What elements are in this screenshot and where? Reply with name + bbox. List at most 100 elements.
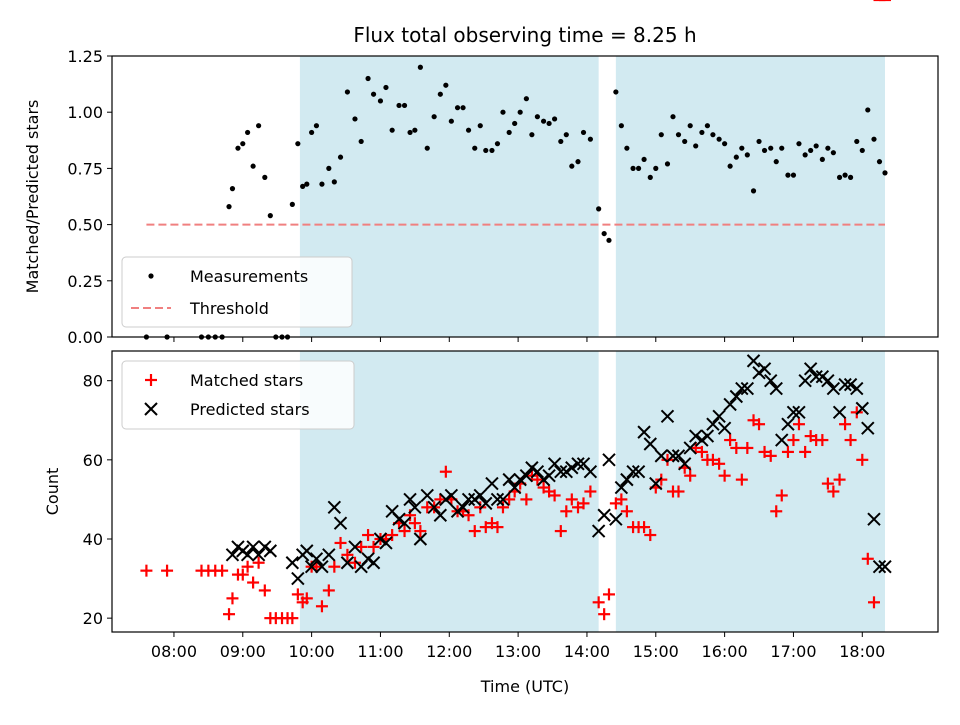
- matched-point: [520, 493, 533, 506]
- matched-point: [474, 501, 487, 514]
- predicted-point: [525, 461, 539, 475]
- predicted-point: [461, 492, 476, 507]
- matched-point: [821, 477, 834, 490]
- x-tick-label-09:00: 09:00: [220, 642, 266, 661]
- legend-measurements-marker: [148, 273, 154, 279]
- bottom-y-ticks: 20 40 60 80: [83, 372, 112, 628]
- measurement-point: [641, 156, 647, 163]
- measurement-point: [819, 156, 825, 163]
- matched-point: [706, 453, 719, 466]
- measurement-point: [295, 141, 301, 147]
- top-legend: Measurements Threshold: [121, 256, 353, 328]
- legend-predicted-marker: [144, 402, 158, 416]
- matched-point: [236, 568, 249, 581]
- measurement-point: [808, 147, 814, 154]
- predicted-point: [547, 457, 562, 471]
- matched-point: [689, 441, 702, 454]
- chart-title: Flux total observing time = 8.25 h: [353, 23, 696, 47]
- predicted-point: [757, 362, 772, 376]
- measurement-point: [693, 143, 699, 149]
- top-y-axis-label: Matched/Predicted stars: [23, 100, 42, 294]
- x-tick-label-16:00: 16:00: [702, 642, 748, 661]
- measurement-point: [658, 132, 664, 138]
- matched-point: [602, 588, 615, 601]
- matched-point: [672, 485, 685, 498]
- measurement-point: [407, 129, 413, 136]
- matched-point: [638, 521, 651, 534]
- matched-point: [724, 434, 737, 447]
- predicted-point: [413, 532, 428, 546]
- matched-point: [684, 469, 697, 482]
- predicted-point: [712, 409, 726, 424]
- matched-point: [792, 418, 805, 431]
- bottom-x-ticks: 08:00 09:00 10:00 11:00 12:00 13:00 14:00 15:00…: [151, 632, 885, 661]
- predicted-point: [717, 421, 732, 435]
- matched-point: [291, 588, 304, 601]
- bottom-shaded-regions: [299, 351, 885, 632]
- predicted-point: [775, 433, 789, 447]
- measurement-point: [477, 123, 483, 129]
- matched-point: [753, 418, 766, 431]
- measurement-point: [739, 145, 745, 151]
- predicted-point: [631, 465, 646, 479]
- predicted-point: [403, 492, 417, 507]
- measurement-point: [750, 188, 757, 194]
- matched-point: [328, 560, 341, 573]
- predicted-point: [340, 556, 355, 570]
- measurement-point: [454, 105, 461, 111]
- predicted-point: [366, 556, 381, 570]
- matched-point: [655, 473, 668, 486]
- bottom-y-axis-label: Count: [43, 468, 62, 516]
- predicted-point: [240, 548, 255, 562]
- predicted-point: [671, 449, 686, 463]
- matched-point: [408, 517, 421, 530]
- predicted-point: [571, 457, 585, 471]
- measurement-point: [727, 163, 733, 169]
- measurement-point: [517, 109, 523, 115]
- predicted-point: [723, 397, 737, 412]
- matched-point: [286, 612, 299, 625]
- measurement-point: [836, 174, 843, 180]
- matched-point: [850, 406, 863, 419]
- predicted-point: [752, 366, 766, 380]
- predicted-point: [764, 373, 778, 388]
- predicted-point: [740, 381, 755, 396]
- predicted-point: [507, 480, 522, 495]
- matched-point: [644, 529, 657, 542]
- measurement-point: [606, 237, 612, 243]
- measurement-point: [601, 230, 607, 237]
- predicted-point: [479, 496, 493, 511]
- measurement-point: [465, 127, 472, 133]
- matched-point: [781, 445, 794, 458]
- bottom-y-tick-label-40: 40: [83, 530, 103, 549]
- measurement-point: [344, 89, 351, 95]
- predicted-point: [746, 354, 761, 368]
- measurement-point: [802, 152, 808, 158]
- measurement-point: [790, 172, 797, 178]
- predicted-point: [433, 508, 448, 522]
- count-panel: 20 40 60 80 08:00 09:00 10:00 11:00 12:00 13:00 1…: [43, 0, 939, 696]
- measurement-point: [383, 84, 389, 91]
- matched-point: [439, 465, 452, 478]
- measurement-point: [744, 152, 750, 158]
- top-plot-marks: [143, 64, 888, 340]
- bottom-plot-marks: [140, 0, 892, 625]
- measurement-point: [563, 132, 569, 138]
- matched-point: [713, 457, 726, 470]
- predicted-point: [251, 548, 266, 562]
- measurement-point: [830, 150, 836, 156]
- matched-point: [362, 529, 375, 542]
- measurement-point: [256, 123, 262, 129]
- predicted-point: [735, 381, 749, 396]
- measurement-point: [813, 143, 819, 149]
- x-axis-label: Time (UTC): [480, 677, 569, 696]
- measurement-point: [489, 147, 495, 154]
- predicted-point: [392, 512, 406, 526]
- predicted-point: [444, 488, 459, 503]
- measurement-point: [687, 123, 693, 129]
- measurement-point: [710, 132, 716, 138]
- legend-predicted-label: Predicted stars: [190, 400, 310, 419]
- top-shaded-regions: [299, 56, 885, 337]
- matched-point: [468, 525, 481, 538]
